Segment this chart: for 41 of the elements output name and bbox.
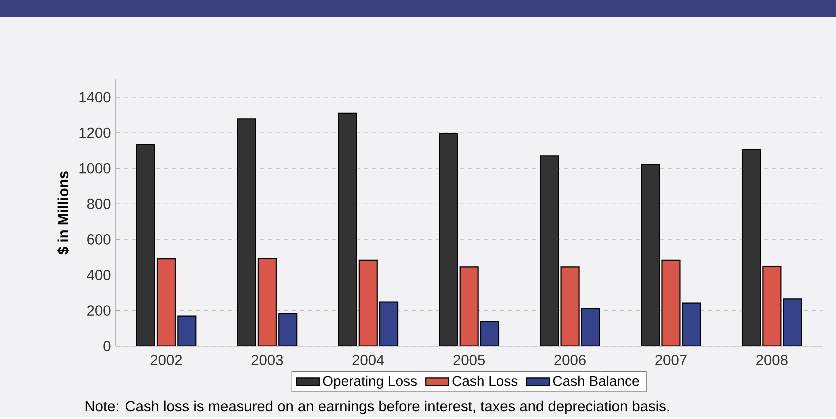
legend-label: Operating Loss: [323, 376, 418, 390]
bar: [136, 144, 156, 346]
text: Note: Cash loss is measured on an earnings before interest, taxes and depreciation basis.: [86, 400, 670, 415]
x-tick-label: 2006: [554, 355, 586, 366]
bar: [258, 258, 277, 346]
bar: [540, 156, 560, 346]
bar: [278, 313, 298, 346]
bar: [742, 149, 762, 346]
bar: [358, 260, 378, 346]
bar: [581, 308, 600, 346]
x-tick-label: 2003: [252, 355, 284, 366]
x-tick-label: 2005: [454, 355, 486, 366]
y-tick-label: 400: [87, 270, 111, 280]
bar: [783, 298, 802, 346]
bar: [762, 266, 782, 346]
bar: [439, 133, 458, 346]
y-tick-label: 1400: [80, 92, 111, 103]
bar: [156, 258, 176, 346]
y-tick-label: 200: [88, 306, 111, 316]
y-tick-label: 800: [87, 198, 111, 210]
y-axis-title: $ in Millions: [58, 172, 70, 255]
bar: [560, 266, 580, 346]
bar: [480, 321, 500, 346]
bar: [641, 164, 660, 346]
y-tick-label: 1000: [80, 163, 111, 174]
bar: [380, 302, 399, 346]
x-tick-label: 2002: [150, 355, 182, 366]
y-tick-label: 600: [88, 234, 111, 245]
y-tick-label: 0: [104, 341, 111, 352]
bar: [662, 260, 681, 346]
bar: [237, 118, 256, 346]
legend-label: Cash Loss: [452, 376, 518, 386]
legend-label: Cash Balance: [553, 376, 640, 386]
bar: [682, 302, 702, 346]
x-tick-label: 2008: [756, 355, 788, 366]
bar: [178, 316, 197, 346]
y-tick-label: 1200: [80, 128, 111, 138]
x-tick-label: 2004: [352, 355, 384, 366]
bar: [460, 266, 479, 346]
x-tick-label: 2007: [656, 355, 687, 366]
bar: [338, 112, 358, 346]
